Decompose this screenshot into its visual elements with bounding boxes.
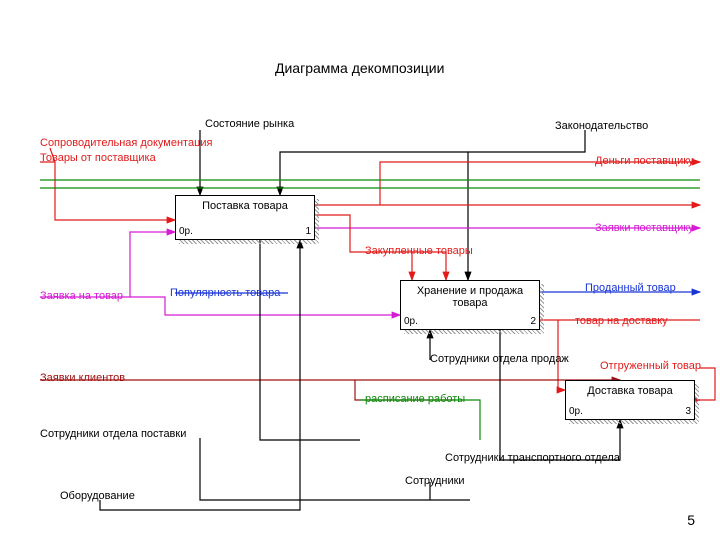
label-l_zayav_tov: Заявка на товар <box>40 290 123 302</box>
node-corner-left: 0р. <box>404 316 418 327</box>
edge-e13c <box>360 400 480 440</box>
diagram-canvas: Диаграмма декомпозиции Поставка товара0р… <box>0 0 720 540</box>
page-number: 5 <box>687 512 695 528</box>
node-corner-left: 0р. <box>569 406 583 417</box>
label-l_prod_tov: Проданный товар <box>585 282 676 294</box>
label-l_tov_post: Товары от поставщика <box>40 152 156 164</box>
label-l_popul: Популярность товара <box>170 287 280 299</box>
node-corner-left: 0р. <box>179 226 193 237</box>
node-n1: Поставка товара 0р. 1 <box>175 195 315 240</box>
edge-e4b <box>380 162 700 205</box>
label-l_zayav_kl: Заявки клиентов <box>40 372 125 384</box>
label-l_rasp: расписание работы <box>365 393 465 405</box>
label-l_sotr: Сотрудники <box>405 475 465 487</box>
label-l_zakon: Законодательство <box>555 120 648 132</box>
label-l_sopr: Сопроводительная документация <box>40 137 212 149</box>
node-n3: Доставка товара 0р. 3 <box>565 380 695 420</box>
label-l_sotr_post: Сотрудники отдела поставки <box>40 428 186 440</box>
label-l_tov_dost: товар на доставку <box>575 315 668 327</box>
node-title: Доставка товара <box>566 381 694 397</box>
node-title: Хранение и продажа товара <box>401 281 539 309</box>
label-l_zayav_post: Заявки поставщику <box>595 222 694 234</box>
label-l_sost: Состояние рынка <box>205 118 294 130</box>
label-l_oborud: Оборудование <box>60 490 135 502</box>
label-l_zakup: Закупленные товары <box>365 245 473 257</box>
label-l_sotr_trans: Сотрудники транспортного отдела <box>445 452 620 464</box>
node-title: Поставка товара <box>176 196 314 212</box>
node-corner-right: 1 <box>305 226 311 237</box>
node-corner-right: 3 <box>685 406 691 417</box>
edge-e6b <box>130 297 400 315</box>
node-corner-right: 2 <box>530 316 536 327</box>
edge-e14b <box>260 240 360 440</box>
node-n2: Хранение и продажа товара 0р. 2 <box>400 280 540 330</box>
label-l_dengi: Деньги поставщику <box>595 155 694 167</box>
label-l_sotr_prod: Сотрудники отдела продаж <box>430 353 569 365</box>
label-l_otgr: Отгруженный товар <box>600 360 701 372</box>
edge-e6 <box>40 232 175 297</box>
edge-e3 <box>40 162 175 220</box>
